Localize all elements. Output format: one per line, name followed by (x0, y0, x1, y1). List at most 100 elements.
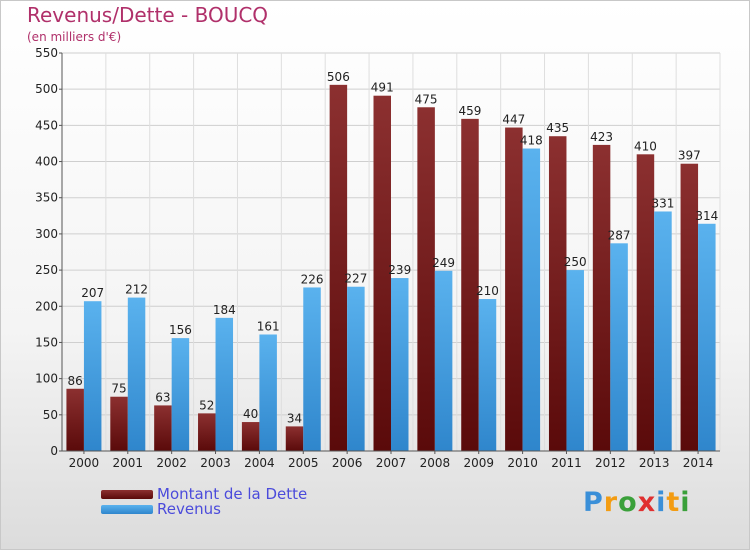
data-label: 40 (243, 407, 258, 421)
bar-revenus-2002 (171, 338, 190, 451)
logo-letter: P (583, 487, 604, 518)
bar-dette-2001 (110, 396, 128, 451)
bar-revenus-2005 (303, 287, 321, 451)
bar-dette-2011 (548, 136, 567, 451)
bar-revenus-2014 (698, 223, 716, 451)
y-tick-label: 400 (35, 155, 58, 169)
bar-dette-2006 (329, 84, 348, 451)
bar-revenus-2006 (347, 286, 365, 451)
logo-letter: r (603, 487, 619, 518)
bar-revenus-2001 (127, 297, 146, 451)
x-tick-label: 2007 (376, 456, 407, 470)
data-label: 435 (546, 121, 569, 135)
bar-revenus-2007 (391, 278, 409, 451)
y-tick-label: 0 (50, 444, 58, 458)
data-label: 207 (81, 286, 104, 300)
y-tick-label: 450 (35, 118, 58, 132)
data-label: 212 (125, 283, 148, 297)
legend-swatch-revenus (101, 505, 153, 514)
x-tick-label: 2012 (595, 456, 626, 470)
axis-layer: 0 50 100 150 200 250 300 350 400 450 500 550 2000 200… (35, 46, 720, 470)
bar-revenus-2012 (610, 243, 628, 451)
bar-dette-2009 (461, 118, 479, 452)
x-tick-label: 2010 (507, 456, 538, 470)
data-label: 239 (388, 263, 411, 277)
data-label: 423 (590, 130, 613, 144)
bar-dette-2004 (241, 422, 260, 451)
data-label: 63 (155, 390, 170, 404)
bar-dette-2005 (285, 426, 304, 451)
legend-label-revenus: Revenus (157, 500, 221, 518)
x-tick-label: 2005 (288, 456, 319, 470)
x-tick-label: 2002 (156, 456, 187, 470)
x-tick-label: 2009 (463, 456, 494, 470)
data-label: 447 (502, 113, 525, 127)
bar-dette-2010 (505, 127, 523, 451)
bar-revenus-2000 (83, 301, 102, 451)
data-label: 227 (344, 272, 367, 286)
data-label: 75 (111, 382, 126, 396)
bar-revenus-2010 (522, 148, 541, 451)
data-label: 226 (301, 272, 324, 286)
x-tick-label: 2013 (639, 456, 670, 470)
proxiti-logo: Proxiti (583, 487, 691, 518)
bar-dette-2000 (66, 388, 84, 451)
y-tick-label: 200 (35, 299, 58, 313)
legend-label-debt: Montant de la Dette (157, 485, 308, 503)
logo-letter: x (637, 487, 657, 518)
bar-dette-2008 (417, 107, 435, 451)
y-tick-label: 100 (35, 372, 58, 386)
x-tick-label: 2008 (420, 456, 451, 470)
data-label: 491 (371, 81, 394, 95)
data-label: 506 (327, 70, 350, 84)
x-tick-label: 2001 (113, 456, 144, 470)
x-tick-label: 2014 (683, 456, 714, 470)
y-tick-label: 500 (35, 82, 58, 96)
bar-dette-2003 (198, 413, 216, 451)
data-label: 459 (459, 104, 482, 118)
data-label: 249 (432, 256, 455, 270)
data-label: 184 (213, 303, 236, 317)
data-label: 210 (476, 284, 499, 298)
y-tick-label: 300 (35, 227, 58, 241)
data-label: 161 (257, 319, 280, 333)
data-label: 156 (169, 323, 192, 337)
chart-subtitle: (en milliers d'€) (27, 30, 122, 44)
logo-letter: t (666, 487, 681, 518)
bar-dette-2013 (636, 154, 655, 452)
legend-swatch-debt (101, 490, 153, 499)
bar-revenus-2003 (215, 317, 234, 451)
data-label: 314 (695, 209, 718, 223)
data-label: 410 (634, 139, 657, 153)
data-label: 250 (564, 255, 587, 269)
data-label: 418 (520, 134, 543, 148)
bar-dette-2012 (592, 144, 611, 451)
x-tick-label: 2006 (332, 456, 363, 470)
bar-chart: 86 207 75 212 63 156 52 184 40 161 34 226 506 227 491 2… (35, 46, 721, 470)
labels-layer: 86 207 75 212 63 156 52 184 40 161 34 226 506 227 491 2… (68, 70, 719, 426)
data-label: 287 (608, 228, 631, 242)
bar-revenus-2009 (478, 299, 497, 451)
logo-letter: o (618, 487, 638, 518)
x-tick-label: 2003 (200, 456, 231, 470)
y-tick-label: 250 (35, 263, 58, 277)
data-label: 86 (68, 374, 83, 388)
data-label: 34 (287, 411, 302, 425)
y-tick-label: 350 (35, 191, 58, 205)
bar-dette-2014 (680, 163, 699, 451)
y-tick-label: 550 (35, 46, 58, 60)
data-label: 397 (678, 149, 701, 163)
bar-revenus-2011 (566, 270, 584, 451)
bar-dette-2007 (373, 95, 391, 451)
bar-dette-2002 (154, 405, 172, 451)
x-tick-label: 2011 (551, 456, 582, 470)
x-tick-label: 2004 (244, 456, 275, 470)
logo-letter: i (680, 487, 691, 518)
data-label: 475 (415, 92, 438, 106)
x-tick-label: 2000 (69, 456, 100, 470)
y-tick-label: 150 (35, 335, 58, 349)
data-label: 52 (199, 398, 214, 412)
bar-revenus-2004 (259, 334, 277, 451)
bar-revenus-2013 (654, 211, 672, 451)
